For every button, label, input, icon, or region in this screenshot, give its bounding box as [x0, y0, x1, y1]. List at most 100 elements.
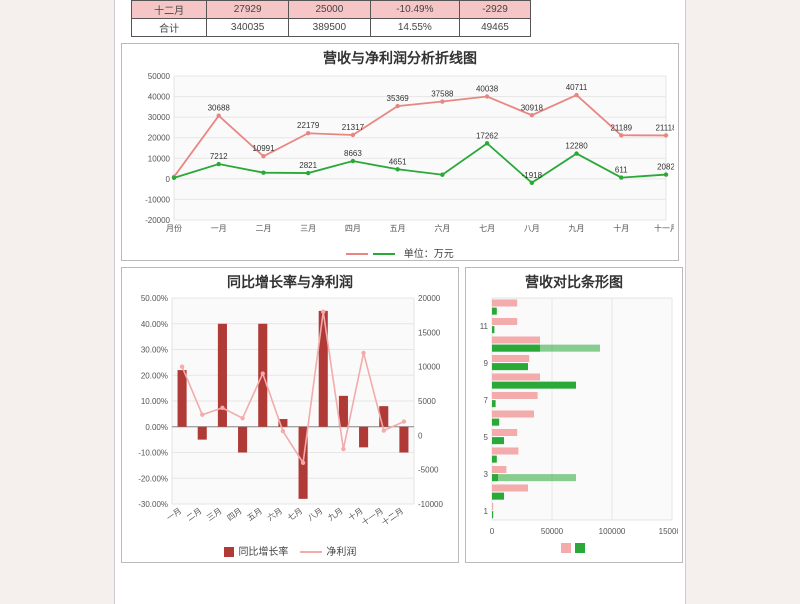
- svg-text:月份: 月份: [166, 223, 182, 233]
- revenue-bar-panel: 营收对比条形图 0500001000001500001357911: [465, 267, 683, 563]
- svg-text:9: 9: [484, 359, 489, 368]
- svg-text:四月: 四月: [345, 224, 361, 233]
- chart3-legend: [470, 543, 678, 554]
- svg-text:21189: 21189: [610, 123, 632, 132]
- svg-text:九月: 九月: [326, 506, 344, 523]
- table-row: 合计34003538950014.55%49465: [132, 19, 531, 37]
- svg-text:100000: 100000: [599, 527, 626, 536]
- svg-text:15000: 15000: [418, 328, 441, 337]
- table-row: 十二月2792925000-10.49%-2929: [132, 1, 531, 19]
- svg-text:-10000: -10000: [418, 500, 443, 509]
- svg-text:17262: 17262: [476, 131, 499, 140]
- svg-text:七月: 七月: [479, 224, 495, 233]
- table-cell: 340035: [207, 19, 289, 37]
- svg-text:50000: 50000: [541, 527, 564, 536]
- svg-text:611: 611: [615, 166, 628, 175]
- summary-table: 十二月2792925000-10.49%-2929合计3400353895001…: [131, 0, 531, 37]
- svg-text:十月: 十月: [613, 223, 629, 233]
- svg-text:10000: 10000: [148, 154, 171, 163]
- legend-red-line: [346, 253, 368, 255]
- svg-text:2082: 2082: [657, 163, 674, 172]
- svg-text:50000: 50000: [148, 72, 171, 81]
- revenue-profit-line-panel: 营收与净利润分析折线图 -20000-100000100002000030000…: [121, 43, 679, 261]
- svg-text:九月: 九月: [569, 224, 585, 233]
- chart3-svg: 0500001000001500001357911: [470, 294, 678, 538]
- svg-text:0: 0: [490, 527, 495, 536]
- table-cell: 27929: [207, 1, 289, 19]
- legend-green-line: [373, 253, 395, 255]
- legend-pink-icon: [561, 543, 571, 553]
- svg-text:150000: 150000: [659, 527, 678, 536]
- table-cell: 389500: [288, 19, 370, 37]
- svg-text:50.00%: 50.00%: [141, 294, 168, 303]
- svg-text:六月: 六月: [434, 223, 450, 233]
- legend-line-icon: [300, 551, 322, 553]
- svg-text:一月: 一月: [211, 224, 227, 233]
- svg-text:1: 1: [484, 507, 489, 516]
- chart2-title: 同比增长率与净利润: [126, 272, 454, 292]
- table-cell: 25000: [288, 1, 370, 19]
- svg-text:12280: 12280: [565, 142, 588, 151]
- svg-text:三月: 三月: [300, 224, 316, 233]
- svg-text:10991: 10991: [252, 144, 275, 153]
- svg-text:30.00%: 30.00%: [141, 346, 168, 355]
- chart3-title: 营收对比条形图: [470, 272, 678, 292]
- svg-text:8663: 8663: [344, 149, 362, 158]
- chart2-legend-line: 净利润: [326, 547, 356, 558]
- svg-text:十二月: 十二月: [380, 505, 405, 527]
- svg-text:-30.00%: -30.00%: [138, 500, 168, 509]
- chart1-legend-label: 单位：万元: [404, 249, 454, 260]
- chart2-legend-bar: 同比增长率: [238, 547, 288, 558]
- svg-text:二月: 二月: [185, 506, 203, 523]
- table-cell: -2929: [459, 1, 530, 19]
- svg-text:0: 0: [418, 431, 423, 440]
- growth-profit-panel: 同比增长率与净利润 -30.00% -20.00% -10.00% 0.00% 10.0…: [121, 267, 459, 563]
- legend-bar-icon: [224, 547, 234, 557]
- svg-text:7212: 7212: [210, 152, 228, 161]
- svg-text:21118: 21118: [655, 123, 674, 132]
- table-cell: -10.49%: [370, 1, 459, 19]
- svg-text:20000: 20000: [418, 294, 441, 303]
- svg-text:4651: 4651: [389, 157, 407, 166]
- svg-text:七月: 七月: [286, 506, 304, 523]
- svg-text:22179: 22179: [297, 121, 320, 130]
- svg-text:-20.00%: -20.00%: [138, 474, 168, 483]
- svg-text:-5000: -5000: [418, 466, 439, 475]
- svg-text:37588: 37588: [431, 90, 454, 99]
- svg-text:0.00%: 0.00%: [145, 423, 168, 432]
- page: 十二月2792925000-10.49%-2929合计3400353895001…: [114, 0, 686, 604]
- svg-text:10000: 10000: [418, 363, 441, 372]
- svg-text:0: 0: [166, 175, 171, 184]
- table-cell: 合计: [132, 19, 207, 37]
- svg-text:20000: 20000: [148, 134, 171, 143]
- svg-text:十一月: 十一月: [654, 223, 674, 233]
- svg-text:20.00%: 20.00%: [141, 371, 168, 380]
- chart1-svg: -20000-1000001000020000300004000050000月份…: [126, 70, 674, 240]
- svg-text:30918: 30918: [521, 103, 544, 112]
- svg-text:-10.00%: -10.00%: [138, 449, 168, 458]
- svg-text:30688: 30688: [208, 104, 231, 113]
- svg-text:五月: 五月: [246, 506, 264, 523]
- svg-text:10.00%: 10.00%: [141, 397, 168, 406]
- chart2-legend: 同比增长率 净利润: [126, 543, 454, 558]
- svg-text:40038: 40038: [476, 84, 499, 93]
- svg-text:40000: 40000: [148, 93, 171, 102]
- svg-text:二月: 二月: [255, 224, 271, 233]
- svg-text:5: 5: [484, 433, 489, 442]
- svg-text:30000: 30000: [148, 113, 171, 122]
- svg-text:八月: 八月: [306, 506, 324, 523]
- table-cell: 49465: [459, 19, 530, 37]
- svg-text:11: 11: [480, 322, 489, 331]
- svg-text:7: 7: [484, 396, 489, 405]
- svg-text:八月: 八月: [524, 224, 540, 233]
- chart1-title: 营收与净利润分析折线图: [126, 48, 674, 68]
- svg-text:三月: 三月: [205, 506, 223, 523]
- svg-text:六月: 六月: [265, 505, 284, 522]
- svg-text:-1918: -1918: [522, 171, 543, 180]
- chart1-legend: 单位：万元: [126, 245, 674, 260]
- chart2-svg: -30.00% -20.00% -10.00% 0.00% 10.00% 20.00% 30…: [126, 294, 456, 538]
- table-cell: 十二月: [132, 1, 207, 19]
- svg-text:2821: 2821: [299, 161, 317, 170]
- svg-text:40711: 40711: [566, 83, 588, 92]
- svg-text:五月: 五月: [390, 224, 406, 233]
